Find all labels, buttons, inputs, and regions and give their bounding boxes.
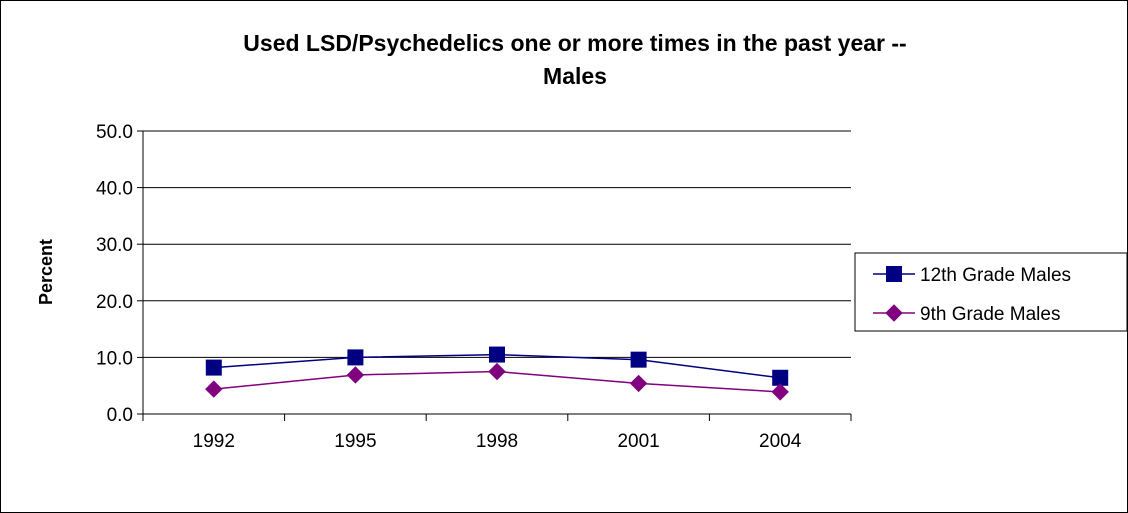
x-tick-label: 1995 [334, 431, 376, 452]
data-point [771, 383, 789, 401]
data-point [772, 369, 789, 386]
data-point [205, 359, 222, 376]
gridlines [143, 130, 851, 358]
y-tick-label: 20.0 [96, 292, 133, 313]
x-tick-label: 1992 [193, 431, 235, 452]
legend: 12th Grade Males 9th Grade Males [854, 252, 1128, 332]
series-2 [205, 362, 789, 401]
y-tick-label: 0.0 [107, 405, 133, 426]
y-tick-label: 40.0 [96, 179, 133, 200]
legend-marker [885, 304, 903, 322]
data-point [488, 362, 506, 381]
legend-label: 12th Grade Males [920, 265, 1071, 286]
axes [137, 130, 852, 421]
data-point [346, 366, 365, 384]
legend-items: 12th Grade Males 9th Grade Males [873, 265, 1071, 325]
data-point [489, 346, 505, 363]
legend-marker [886, 266, 902, 282]
x-tick-label: 2004 [759, 431, 802, 452]
legend-label: 9th Grade Males [920, 304, 1060, 325]
y-tick-labels: 0.0 10.0 20.0 30.0 40.0 50.0 [96, 122, 133, 426]
y-tick-label: 10.0 [96, 348, 133, 369]
data-point [347, 349, 364, 366]
y-tick-label: 50.0 [96, 122, 133, 143]
data-point [205, 380, 223, 398]
series-1 [205, 346, 789, 386]
chart-title-line-1: Used LSD/Psychedelics one or more times … [243, 30, 906, 56]
x-tick-label: 1998 [476, 431, 518, 452]
series [205, 346, 789, 401]
chart-title-line-2: Males [543, 63, 607, 89]
y-tick-label: 30.0 [96, 235, 133, 256]
x-tick-labels: 1992 1995 1998 2001 2004 [193, 431, 802, 452]
data-point [630, 351, 647, 368]
data-point [629, 374, 648, 393]
x-tick-label: 2001 [617, 431, 659, 452]
y-axis-label: Percent [36, 239, 56, 305]
